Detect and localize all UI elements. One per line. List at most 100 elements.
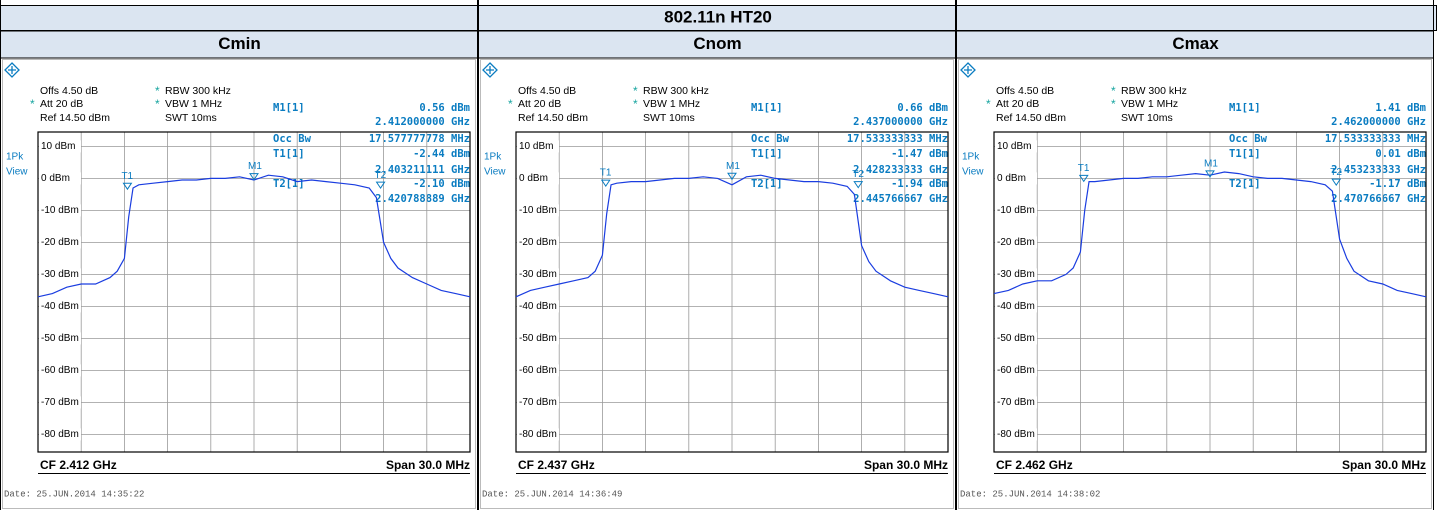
readout-value: 0.01 dBm	[1375, 148, 1426, 160]
label-bg	[995, 332, 1037, 345]
y-tick-label: -20 dBm	[41, 237, 79, 248]
marker-label: T2	[852, 169, 864, 180]
label-bg	[517, 268, 559, 281]
span: Span 30.0 MHz	[864, 458, 948, 472]
readout-value: -1.47 dBm	[891, 148, 948, 160]
y-tick-label: -20 dBm	[997, 237, 1035, 248]
subheader-cell	[0, 30, 478, 59]
setting: Offs 4.50 dB	[40, 85, 98, 97]
y-tick-label: -50 dBm	[997, 333, 1035, 344]
readout-label: T1[1]	[273, 148, 305, 160]
label-bg	[995, 140, 1037, 153]
setting: Att 20 dB	[518, 98, 561, 110]
readout-label: T2[1]	[751, 178, 783, 190]
trace	[993, 171, 1427, 298]
y-tick-label: 0 dBm	[519, 173, 548, 184]
setting: Ref 14.50 dBm	[996, 112, 1066, 124]
trace	[37, 174, 471, 298]
setting: Att 20 dB	[996, 98, 1039, 110]
y-tick-label: -30 dBm	[519, 269, 557, 280]
y-tick-label: -50 dBm	[41, 333, 79, 344]
header-row	[0, 5, 1437, 31]
y-tick-label: -80 dBm	[41, 429, 79, 440]
label-bg	[39, 428, 81, 441]
readout-value: 2.412000000 GHz	[375, 116, 470, 128]
label-bg	[39, 268, 81, 281]
marker	[1078, 174, 1089, 183]
y-tick-label: -70 dBm	[519, 397, 557, 408]
setting-flag: *	[155, 84, 160, 98]
marker	[375, 181, 386, 190]
subheader-cell	[478, 30, 956, 59]
setting: SWT 10ms	[643, 112, 695, 124]
setting: RBW 300 kHz	[165, 85, 231, 97]
setting-flag: *	[508, 97, 513, 111]
y-tick-label: -10 dBm	[41, 205, 79, 216]
marker-label: T1	[600, 168, 612, 179]
label-bg	[995, 172, 1037, 185]
y-tick-label: -10 dBm	[997, 205, 1035, 216]
panel-title: Cnom	[693, 34, 741, 53]
center-frequency: CF 2.462 GHz	[996, 458, 1073, 472]
readout-value: 17.577777778 MHz	[369, 133, 470, 145]
label-bg	[995, 268, 1037, 281]
date: Date: 25.JUN.2014 14:35:22	[4, 489, 144, 499]
label-bg	[39, 236, 81, 249]
span: Span 30.0 MHz	[1342, 458, 1426, 472]
trace-label: View	[962, 167, 984, 178]
y-tick-label: 0 dBm	[41, 173, 70, 184]
marker	[249, 173, 259, 181]
readout-value: -1.17 dBm	[1369, 178, 1426, 190]
marker	[600, 179, 611, 188]
marker	[853, 181, 864, 189]
setting-flag: *	[633, 84, 638, 98]
trace-label: View	[6, 167, 28, 178]
setting-flag: *	[1111, 84, 1116, 98]
y-tick-label: -60 dBm	[519, 365, 557, 376]
readout-value: 0.56 dBm	[419, 102, 470, 114]
label-bg	[517, 204, 559, 217]
setting: Ref 14.50 dBm	[518, 112, 588, 124]
y-tick-label: -30 dBm	[41, 269, 79, 280]
readout-value: -2.44 dBm	[413, 148, 470, 160]
y-tick-label: -40 dBm	[519, 301, 557, 312]
plot-frame	[993, 131, 1427, 453]
marker-label: M1	[248, 161, 262, 172]
y-tick-label: -60 dBm	[997, 365, 1035, 376]
readout-label: T1[1]	[1229, 148, 1261, 160]
readout-label: T2[1]	[1229, 178, 1261, 190]
panel-title: Cmax	[1172, 34, 1219, 53]
span: Span 30.0 MHz	[386, 458, 470, 472]
marker-label: T1	[121, 171, 133, 182]
logo	[482, 62, 498, 78]
marker	[1205, 170, 1215, 178]
marker	[727, 172, 737, 181]
marker	[122, 182, 133, 191]
y-tick-label: -80 dBm	[997, 429, 1035, 440]
readout-value: 17.533333333 MHz	[1325, 133, 1426, 145]
date: Date: 25.JUN.2014 14:38:02	[960, 489, 1100, 499]
y-tick-label: -10 dBm	[519, 205, 557, 216]
marker-label: M1	[726, 161, 740, 172]
trace-label: 1Pk	[6, 152, 24, 163]
readout-label: T1[1]	[751, 148, 783, 160]
label-bg	[39, 204, 81, 217]
marker-label: M1	[1204, 159, 1218, 170]
readout-label: Occ Bw	[1229, 133, 1268, 145]
label-bg	[517, 140, 559, 153]
y-tick-label: 10 dBm	[997, 141, 1031, 152]
trace-label: View	[484, 167, 506, 178]
readout-label: Occ Bw	[751, 133, 790, 145]
label-bg	[39, 364, 81, 377]
setting: Offs 4.50 dB	[518, 85, 576, 97]
label-bg	[995, 396, 1037, 409]
marker	[1331, 178, 1342, 187]
label-bg	[39, 300, 81, 313]
setting: SWT 10ms	[165, 112, 217, 124]
plot-frame	[515, 131, 949, 453]
trace-label: 1Pk	[484, 152, 502, 163]
readout-value: 2.470766667 GHz	[1331, 193, 1426, 205]
readout-value: 2.420788889 GHz	[375, 193, 470, 205]
center-frequency: CF 2.437 GHz	[518, 458, 595, 472]
